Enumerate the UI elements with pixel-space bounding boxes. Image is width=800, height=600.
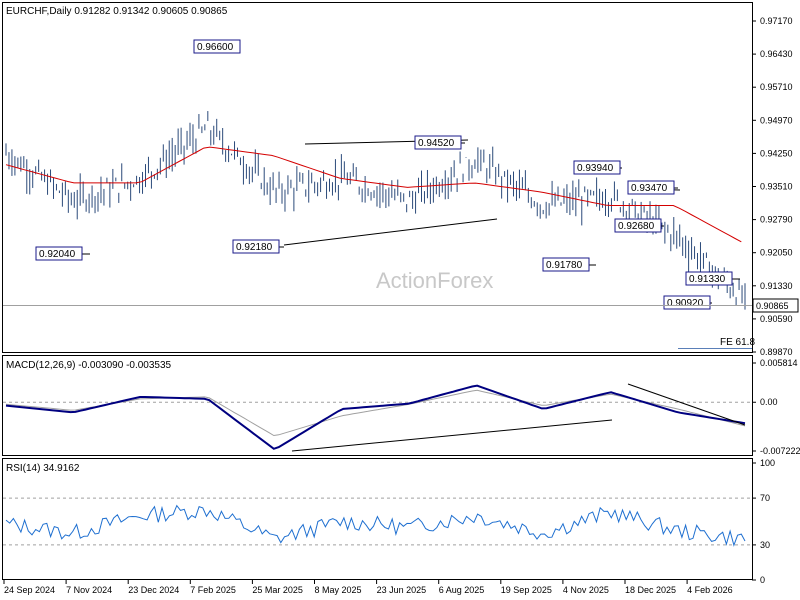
- pane-frames: [2, 2, 753, 580]
- price-label-box: [414, 135, 462, 150]
- rsi-pane-header: RSI(14) 34.9162: [6, 463, 80, 474]
- date-axis-label: 4 Nov 2025: [563, 585, 609, 595]
- macd-trendline: [291, 419, 613, 452]
- price-axis-label: 0.97170: [760, 16, 793, 26]
- rsi-axis: 100 70 30 0: [752, 458, 775, 585]
- macd-axis-label: 0.00: [760, 397, 778, 407]
- date-axis-label: 6 Aug 2025: [439, 585, 485, 595]
- rsi-axis-label: 0: [760, 575, 765, 585]
- price-label: 0.93470: [631, 183, 668, 194]
- date-axis-label: 18 Dec 2025: [625, 585, 676, 595]
- price-label-box: [614, 218, 662, 233]
- macd-pane: [3, 383, 752, 452]
- current-price-box: [752, 298, 799, 313]
- support-trendline: [283, 218, 498, 246]
- price-axis-label: 0.92790: [760, 215, 793, 225]
- price-axis-label: 0.92050: [760, 248, 793, 258]
- rsi-axis-label: 70: [760, 493, 770, 503]
- watermark: ActionForex: [376, 268, 493, 293]
- price-pane-header: EURCHF,Daily 0.91282 0.91342 0.90605 0.9…: [6, 6, 228, 17]
- price-axis-label: 0.90590: [760, 314, 793, 324]
- price-label: 0.92040: [39, 249, 76, 260]
- price-axis-label: 0.89870: [760, 347, 793, 357]
- price-axis-label: 0.96430: [760, 49, 793, 59]
- price-axis: 0.97170 0.96430 0.95710 0.94970 0.94250 0.935…: [752, 16, 793, 357]
- macd-axis-label: 0.005814: [760, 358, 798, 368]
- price-label-box: [627, 180, 675, 195]
- price-label: 0.90920: [667, 298, 704, 309]
- price-label: 0.92180: [236, 242, 273, 253]
- rsi-axis-label: 100: [760, 458, 775, 468]
- date-axis-label: 7 Nov 2024: [66, 585, 112, 595]
- date-axis-label: 23 Jun 2025: [377, 585, 427, 595]
- date-axis-label: 8 May 2025: [315, 585, 362, 595]
- fe-label: FE 61.8: [720, 337, 755, 348]
- rsi-pane: [3, 497, 752, 547]
- price-axis-label: 0.94250: [760, 148, 793, 158]
- moving-average-line: [5, 146, 742, 243]
- macd-pane-header: MACD(12,26,9) -0.003090 -0.003535: [6, 360, 172, 371]
- rsi-axis-label: 30: [760, 540, 770, 550]
- price-axis-label: 0.94970: [760, 115, 793, 125]
- price-axis-label: 0.91330: [760, 281, 793, 291]
- price-label-box: [232, 239, 280, 254]
- price-label-box: [193, 39, 241, 54]
- price-label: 0.96600: [197, 42, 234, 53]
- macd-trendline: [627, 383, 746, 426]
- price-label-box: [573, 160, 621, 175]
- macd-axis: 0.005814 0.00 -0.007222: [752, 358, 800, 456]
- price-axis-label: 0.95710: [760, 82, 793, 92]
- current-price-label: 0.90865: [756, 301, 789, 311]
- price-label-box: [685, 271, 733, 286]
- date-axis-label: 25 Mar 2025: [252, 585, 303, 595]
- macd-axis-label: -0.007222: [760, 446, 800, 456]
- price-label-box: [35, 246, 83, 261]
- rsi-pane-frame: [2, 458, 753, 580]
- date-axis-label: 19 Sep 2025: [501, 585, 552, 595]
- price-label: 0.93940: [577, 163, 614, 174]
- macd-line: [5, 384, 746, 450]
- price-label-box: [542, 257, 590, 272]
- date-axis-label: 4 Feb 2026: [687, 585, 733, 595]
- date-axis-label: 24 Sep 2024: [4, 585, 55, 595]
- price-label: 0.91330: [689, 274, 726, 285]
- date-axis-label: 7 Feb 2025: [190, 585, 236, 595]
- price-label: 0.94520: [418, 138, 455, 149]
- macd-pane-frame: [2, 355, 753, 456]
- price-pane-frame: [2, 2, 753, 353]
- date-axis: 24 Sep 2024 7 Nov 2024 23 Dec 2024 7 Feb 20…: [3, 580, 733, 595]
- rsi-line: [5, 504, 746, 547]
- price-axis-label: 0.93510: [760, 182, 793, 192]
- macd-signal-line: [5, 389, 746, 437]
- date-axis-label: 23 Dec 2024: [128, 585, 179, 595]
- price-label: 0.92680: [618, 221, 655, 232]
- price-label: 0.91780: [546, 260, 583, 271]
